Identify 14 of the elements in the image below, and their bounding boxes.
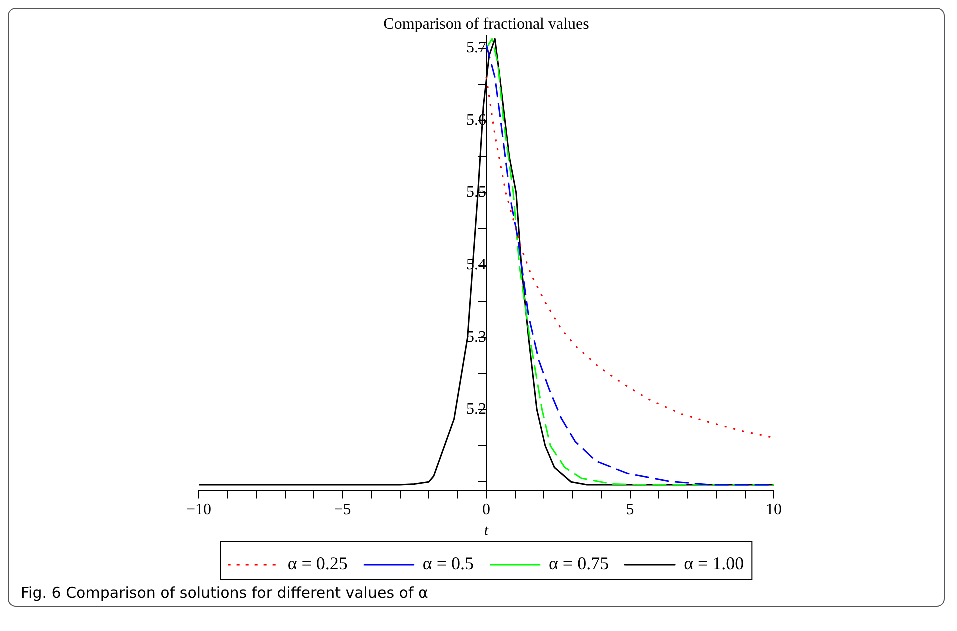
y-tick-label: 5.7 [466, 40, 486, 57]
x-tick-label: 5 [626, 502, 634, 519]
chart-title: Comparison of fractional values [384, 16, 590, 33]
y-tick-label: 5.2 [466, 401, 486, 418]
legend-label: α = 1.00 [684, 554, 744, 574]
legend-label: α = 0.5 [422, 554, 474, 574]
caption: Fig. 6 Comparison of solutions for different values of α [21, 584, 430, 602]
x-tick-label: 0 [482, 502, 490, 519]
x-tick-label: −5 [334, 502, 352, 519]
x-tick-label: −10 [186, 502, 212, 519]
legend-label: α = 0.25 [288, 554, 348, 574]
x-axis-title: t [484, 522, 490, 539]
x-tick-label: 10 [766, 502, 782, 519]
legend-label: α = 0.75 [549, 554, 610, 574]
